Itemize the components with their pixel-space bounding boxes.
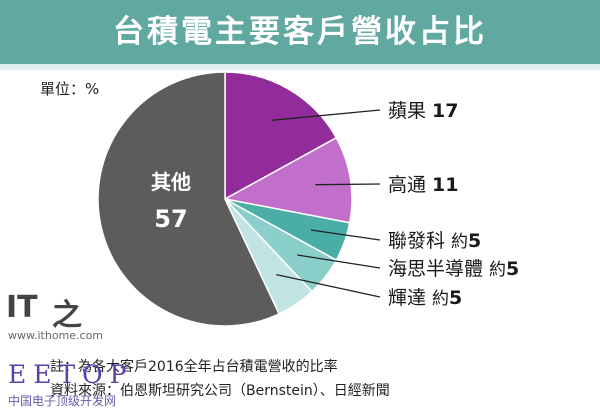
slice-5-approx-prefix: 約 (432, 289, 449, 309)
slice-6-value: 57 (154, 205, 187, 233)
slice-2-name: 高通 (388, 174, 432, 196)
eetop-subtitle-watermark: 中国电子顶级开发网 (8, 394, 117, 408)
slice-1-name: 蘋果 (388, 100, 432, 122)
eetop-watermark: EETOP (8, 360, 134, 389)
source-note: 資料來源：伯恩斯坦研究公司（Bernstein）、日經新聞 (50, 383, 390, 399)
slice-4-name: 海思半導體 (388, 258, 489, 280)
slice-2-leader (315, 183, 381, 186)
slice-6-wedge (97, 71, 281, 327)
slice-5-leader (276, 273, 381, 298)
it-logo-watermark: IT (6, 290, 38, 325)
slice-5-value: 5 (449, 287, 462, 309)
slice-4-value: 5 (506, 258, 519, 280)
slice-1-leader (271, 109, 381, 121)
slice-5-name: 輝達 (388, 287, 432, 309)
title-underline (0, 64, 600, 70)
slice-1-label: 蘋果 17 (388, 100, 459, 122)
slice-4-label: 海思半導體 約5 (388, 258, 519, 280)
chart-title: 台積電主要客戶營收占比 (113, 14, 487, 50)
footnote: 註：為各大客戶2016全年占台積電營收的比率 (50, 359, 338, 375)
slice-3-leader (310, 229, 381, 241)
slice-3-label: 聯發科 約5 (388, 230, 481, 252)
slice-1-value: 17 (432, 100, 458, 122)
slice-2-value: 11 (432, 174, 458, 196)
slice-4-leader (297, 254, 381, 269)
slice-6-name: 其他 (151, 170, 191, 194)
slice-2-label: 高通 11 (388, 174, 459, 196)
slice-2-wedge (222, 136, 353, 224)
leader-lines (271, 109, 381, 298)
it-logo-glyph: 之 (52, 298, 82, 333)
title-band (0, 0, 600, 64)
slice-5-label: 輝達 約5 (388, 287, 462, 309)
ithome-watermark: www.ithome.com (8, 329, 104, 342)
unit-label: 單位：% (40, 80, 100, 98)
slice-1-wedge (224, 71, 338, 201)
pie-slices (97, 71, 353, 327)
slice-3-value: 5 (468, 230, 481, 252)
slice-3-approx-prefix: 約 (451, 232, 468, 252)
slice-4-approx-prefix: 約 (489, 260, 506, 280)
slice-3-name: 聯發科 (388, 230, 451, 252)
